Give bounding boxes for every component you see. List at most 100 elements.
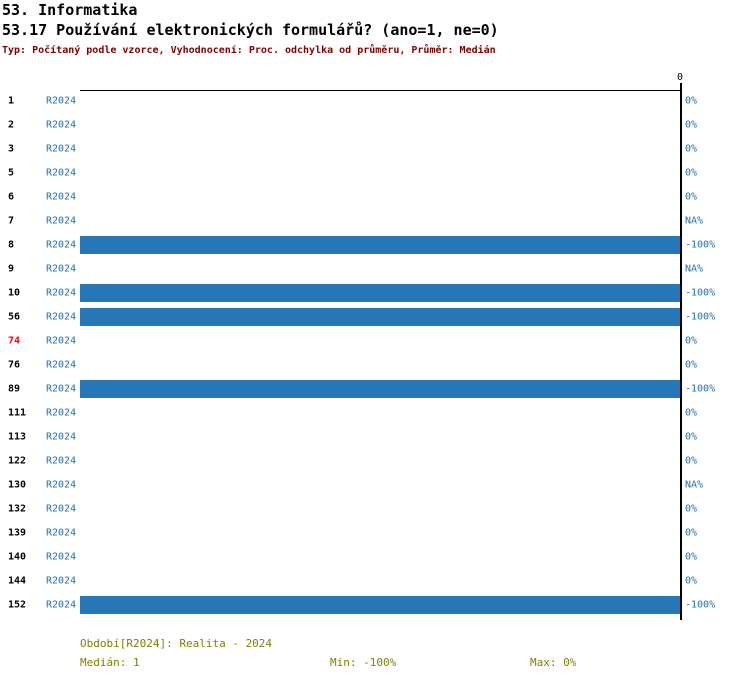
- footer-period: Období[R2024]: Realita - 2024: [80, 637, 273, 650]
- row-number: 6: [8, 191, 15, 203]
- chart-row: 9 R2024 NA%: [0, 257, 750, 281]
- row-period-link[interactable]: R2024: [46, 503, 77, 515]
- footer-median: Medián: 1: [80, 656, 140, 669]
- row-number: 74: [8, 335, 21, 347]
- row-value-label: -100%: [685, 311, 716, 323]
- row-value-label: 0%: [685, 95, 698, 107]
- row-number: 152: [8, 599, 27, 611]
- row-number: 7: [8, 215, 15, 227]
- chart-row: 10 R2024 -100%: [0, 281, 750, 305]
- row-value-label: 0%: [685, 359, 698, 371]
- chart-row: 56 R2024 -100%: [0, 305, 750, 329]
- chart-row: 111 R2024 0%: [0, 401, 750, 425]
- row-number: 122: [8, 455, 27, 467]
- row-number: 2: [8, 119, 15, 131]
- row-period-link[interactable]: R2024: [46, 407, 77, 419]
- footer-min: Min: -100%: [330, 656, 397, 669]
- row-number: 144: [8, 575, 27, 587]
- meta-line: Typ: Počítaný podle vzorce, Vyhodnocení:…: [2, 45, 496, 56]
- row-number: 132: [8, 503, 27, 515]
- row-period-link[interactable]: R2024: [46, 383, 77, 395]
- row-period-link[interactable]: R2024: [46, 95, 77, 107]
- row-value-label: 0%: [685, 431, 698, 443]
- row-value-label: -100%: [685, 599, 716, 611]
- axis-zero-label: 0: [676, 72, 684, 83]
- row-number: 8: [8, 239, 15, 251]
- chart-row: 130 R2024 NA%: [0, 473, 750, 497]
- chart-row: 140 R2024 0%: [0, 545, 750, 569]
- row-value-label: NA%: [685, 263, 704, 275]
- chart-row: 139 R2024 0%: [0, 521, 750, 545]
- row-value-label: 0%: [685, 167, 698, 179]
- row-value-label: 0%: [685, 335, 698, 347]
- row-period-link[interactable]: R2024: [46, 239, 77, 251]
- row-value-label: 0%: [685, 527, 698, 539]
- row-number: 113: [8, 431, 27, 443]
- row-period-link[interactable]: R2024: [46, 119, 77, 131]
- row-period-link[interactable]: R2024: [46, 167, 77, 179]
- row-period-link[interactable]: R2024: [46, 479, 77, 491]
- row-number: 139: [8, 527, 27, 539]
- row-number: 56: [8, 311, 21, 323]
- axis-zero-line: [680, 83, 682, 620]
- row-period-link[interactable]: R2024: [46, 359, 77, 371]
- row-number: 140: [8, 551, 27, 563]
- row-period-link[interactable]: R2024: [46, 191, 77, 203]
- row-period-link[interactable]: R2024: [46, 215, 77, 227]
- footer-max: Max: 0%: [530, 656, 577, 669]
- category-title: 53. Informatika: [2, 1, 138, 19]
- chart-row: 113 R2024 0%: [0, 425, 750, 449]
- chart-row: 76 R2024 0%: [0, 353, 750, 377]
- row-period-link[interactable]: R2024: [46, 431, 77, 443]
- row-value-label: 0%: [685, 119, 698, 131]
- chart-row: 122 R2024 0%: [0, 449, 750, 473]
- row-value-label: -100%: [685, 287, 716, 299]
- row-number: 5: [8, 167, 15, 179]
- row-number: 10: [8, 287, 21, 299]
- row-number: 1: [8, 95, 15, 107]
- row-period-link[interactable]: R2024: [46, 143, 77, 155]
- row-number: 130: [8, 479, 27, 491]
- row-value-label: 0%: [685, 143, 698, 155]
- row-value-label: 0%: [685, 407, 698, 419]
- row-period-link[interactable]: R2024: [46, 335, 77, 347]
- row-value-label: -100%: [685, 383, 716, 395]
- row-bar: [80, 380, 680, 398]
- chart-row: 89 R2024 -100%: [0, 377, 750, 401]
- chart-rows: 1 R2024 0% 2 R2024 0% 3 R2024 0% 5 R2024…: [0, 89, 750, 617]
- row-value-label: 0%: [685, 191, 698, 203]
- chart-row: 3 R2024 0%: [0, 137, 750, 161]
- chart-row: 152 R2024 -100%: [0, 593, 750, 617]
- page-title: 53.17 Používání elektronických formulářů…: [2, 21, 499, 39]
- row-bar: [80, 308, 680, 326]
- chart-row: 5 R2024 0%: [0, 161, 750, 185]
- chart-row: 144 R2024 0%: [0, 569, 750, 593]
- row-bar: [80, 284, 680, 302]
- row-period-link[interactable]: R2024: [46, 455, 77, 467]
- row-value-label: NA%: [685, 215, 704, 227]
- row-value-label: -100%: [685, 239, 716, 251]
- row-value-label: 0%: [685, 503, 698, 515]
- row-period-link[interactable]: R2024: [46, 575, 77, 587]
- row-number: 3: [8, 143, 15, 155]
- chart-row: 8 R2024 -100%: [0, 233, 750, 257]
- chart-row: 7 R2024 NA%: [0, 209, 750, 233]
- row-period-link[interactable]: R2024: [46, 263, 77, 275]
- chart-row: 132 R2024 0%: [0, 497, 750, 521]
- row-number: 9: [8, 263, 15, 275]
- row-period-link[interactable]: R2024: [46, 599, 77, 611]
- row-number: 111: [8, 407, 27, 419]
- chart-row: 6 R2024 0%: [0, 185, 750, 209]
- row-period-link[interactable]: R2024: [46, 551, 77, 563]
- chart-row: 74 R2024 0%: [0, 329, 750, 353]
- row-value-label: 0%: [685, 575, 698, 587]
- row-period-link[interactable]: R2024: [46, 527, 77, 539]
- row-period-link[interactable]: R2024: [46, 287, 77, 299]
- row-value-label: 0%: [685, 455, 698, 467]
- row-value-label: NA%: [685, 479, 704, 491]
- row-bar: [80, 596, 680, 614]
- axis-top-line: [80, 90, 682, 91]
- row-number: 89: [8, 383, 21, 395]
- row-period-link[interactable]: R2024: [46, 311, 77, 323]
